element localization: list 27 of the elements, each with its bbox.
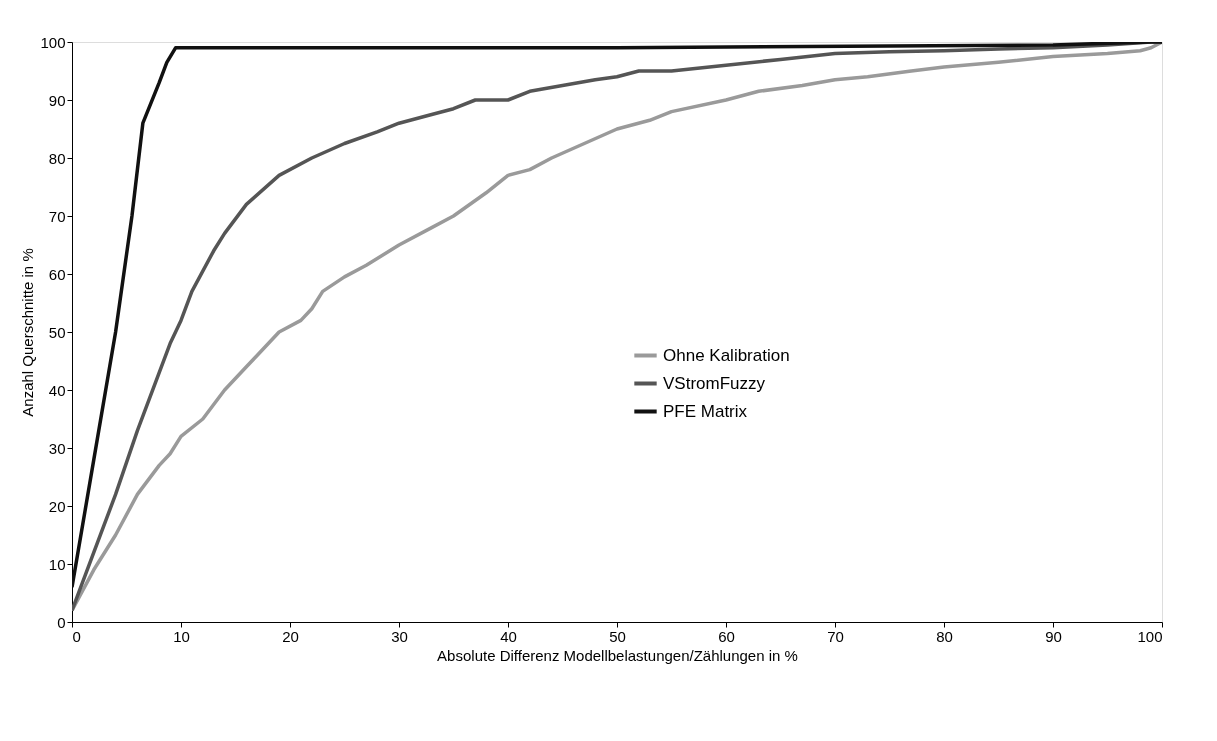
legend-label: Ohne Kalibration <box>663 345 790 365</box>
y-tick-label: 90 <box>48 91 66 109</box>
y-tick-label: 0 <box>57 613 66 631</box>
x-tick-label: 80 <box>936 627 953 645</box>
x-tick-label: 20 <box>282 627 299 645</box>
legend-label: PFE Matrix <box>663 401 748 421</box>
y-tick-label: 40 <box>48 381 66 399</box>
x-tick-label: 40 <box>500 627 517 645</box>
y-tick-label: 80 <box>48 149 66 167</box>
x-tick-label: 60 <box>718 627 735 645</box>
x-tick-label: 70 <box>827 627 844 645</box>
legend-label: VStromFuzzy <box>663 373 766 393</box>
y-tick-label: 30 <box>48 439 66 457</box>
x-tick-label: 0 <box>72 627 81 645</box>
y-tick-label: 50 <box>48 323 66 341</box>
y-tick-label: 10 <box>48 555 66 573</box>
x-tick-label: 10 <box>173 627 190 645</box>
y-tick-label: 20 <box>48 497 66 515</box>
x-tick-label: 50 <box>609 627 626 645</box>
x-tick-label: 30 <box>391 627 408 645</box>
x-tick-label: 90 <box>1045 627 1062 645</box>
y-tick-label: 70 <box>48 207 66 225</box>
x-tick-label: 100 <box>1137 627 1163 645</box>
y-axis-title: Anzahl Querschnitte in % <box>19 248 37 417</box>
y-tick-label: 60 <box>48 265 66 283</box>
y-tick-label: 100 <box>40 33 66 51</box>
x-axis-title: Absolute Differenz Modellbelastungen/Zählungen in % <box>437 646 798 664</box>
